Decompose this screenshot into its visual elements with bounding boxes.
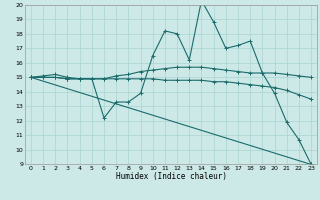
X-axis label: Humidex (Indice chaleur): Humidex (Indice chaleur): [116, 172, 227, 181]
